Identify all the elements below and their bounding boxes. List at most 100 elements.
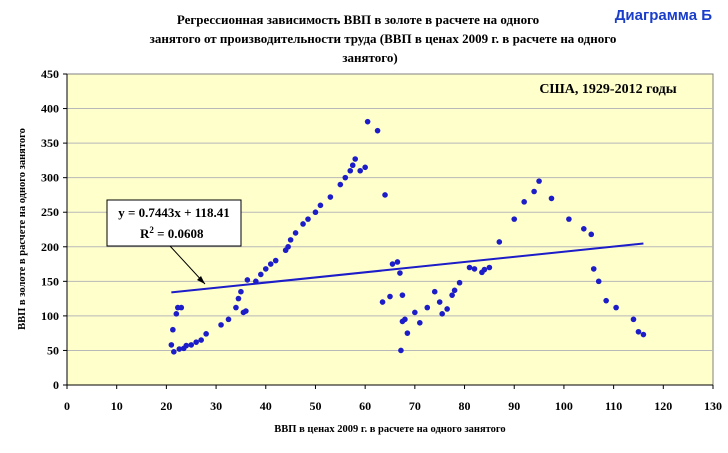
data-point bbox=[342, 174, 349, 181]
data-point bbox=[300, 221, 306, 227]
data-point bbox=[170, 326, 176, 333]
data-point bbox=[364, 118, 371, 125]
data-point bbox=[444, 306, 450, 312]
data-point bbox=[352, 156, 359, 162]
equation-pointer bbox=[169, 245, 206, 285]
data-point bbox=[548, 195, 555, 202]
data-point bbox=[397, 270, 403, 276]
x-tick-label: 70 bbox=[409, 399, 421, 413]
data-point bbox=[590, 266, 597, 272]
data-point bbox=[449, 292, 455, 298]
data-point bbox=[536, 178, 542, 184]
data-point bbox=[203, 331, 209, 337]
data-point bbox=[581, 226, 587, 232]
data-point bbox=[178, 304, 185, 311]
y-tick-label: 50 bbox=[47, 343, 59, 357]
x-tick-label: 0 bbox=[64, 399, 70, 413]
data-point bbox=[225, 316, 232, 323]
data-point bbox=[389, 261, 396, 267]
trend-line bbox=[171, 242, 644, 294]
y-tick-labels: 0 50 100 150 200 250 300 350 400 450 bbox=[41, 67, 59, 392]
y-tick-label: 150 bbox=[41, 274, 59, 288]
data-point bbox=[436, 299, 443, 305]
data-point bbox=[287, 237, 294, 243]
data-point bbox=[399, 292, 406, 298]
x-tick-label: 10 bbox=[111, 399, 123, 413]
data-point bbox=[198, 337, 204, 343]
data-point bbox=[238, 288, 244, 295]
data-point bbox=[439, 311, 445, 317]
data-point bbox=[183, 342, 190, 349]
data-point bbox=[603, 297, 609, 304]
data-point bbox=[258, 271, 264, 278]
data-point bbox=[588, 231, 595, 238]
data-point bbox=[292, 230, 299, 236]
data-point bbox=[595, 278, 602, 285]
y-tick-label: 300 bbox=[41, 171, 59, 185]
data-point bbox=[471, 266, 478, 272]
data-point bbox=[481, 266, 488, 273]
y-tick-label: 250 bbox=[41, 205, 59, 219]
y-tick-label: 450 bbox=[41, 67, 59, 81]
x-tick-label: 80 bbox=[459, 399, 471, 413]
data-point bbox=[173, 311, 180, 317]
data-point bbox=[357, 167, 363, 174]
data-point bbox=[235, 295, 242, 302]
chart-title-line-1: Регрессионная зависимость ВВП в золоте в… bbox=[177, 12, 539, 27]
data-point bbox=[218, 322, 224, 328]
data-point bbox=[398, 347, 404, 354]
chart-title-line-2: занятого от производительности труда (ВВ… bbox=[150, 31, 617, 46]
x-tick-label: 110 bbox=[605, 399, 622, 413]
x-tick-label: 130 bbox=[704, 399, 722, 413]
data-point bbox=[486, 264, 493, 271]
data-point bbox=[312, 209, 319, 216]
data-point bbox=[317, 202, 324, 209]
regression-equation: y = 0.7443x + 118.41 bbox=[118, 205, 230, 220]
data-point bbox=[305, 216, 311, 222]
data-point bbox=[349, 162, 356, 169]
data-point bbox=[496, 239, 503, 245]
data-point bbox=[347, 167, 354, 174]
data-points bbox=[168, 118, 647, 355]
data-point bbox=[374, 127, 381, 134]
data-point bbox=[362, 164, 368, 171]
data-point bbox=[327, 194, 334, 200]
data-point bbox=[193, 339, 199, 345]
y-axis-label: ВВП в золоте в расчете на одного занятог… bbox=[17, 128, 28, 330]
data-point bbox=[404, 330, 411, 336]
x-tick-label: 40 bbox=[260, 399, 272, 413]
data-point bbox=[613, 304, 619, 311]
data-point bbox=[379, 299, 386, 305]
data-point bbox=[424, 304, 431, 311]
data-point bbox=[337, 181, 344, 188]
data-point bbox=[635, 328, 642, 335]
diagram-badge: Диаграмма Б bbox=[615, 7, 713, 24]
y-tick-label: 350 bbox=[41, 136, 59, 150]
data-point bbox=[521, 199, 527, 205]
data-point bbox=[168, 342, 175, 348]
data-point bbox=[262, 266, 269, 272]
data-point bbox=[267, 261, 274, 267]
y-tick-label: 400 bbox=[41, 102, 59, 116]
data-point bbox=[566, 216, 572, 222]
data-point bbox=[456, 279, 463, 286]
data-point bbox=[244, 277, 251, 283]
y-tick-label: 100 bbox=[41, 309, 59, 323]
equation-pointer-head bbox=[197, 276, 205, 284]
data-point bbox=[412, 309, 418, 316]
data-point bbox=[387, 293, 393, 300]
x-tick-label: 100 bbox=[555, 399, 573, 413]
data-point bbox=[466, 264, 473, 271]
x-tick-labels: 0 10 20 30 40 50 60 70 80 90 100 110 120 130 bbox=[64, 399, 722, 413]
annotation-usa-years: США, 1929-2012 годы bbox=[539, 82, 676, 97]
data-point bbox=[640, 331, 647, 338]
data-point bbox=[511, 216, 518, 222]
data-point bbox=[417, 320, 423, 326]
data-point bbox=[431, 288, 438, 295]
x-tick-label: 50 bbox=[309, 399, 321, 413]
data-point bbox=[253, 278, 259, 285]
x-tick-label: 30 bbox=[210, 399, 222, 413]
chart-title-line-3: занятого) bbox=[342, 50, 397, 65]
data-point bbox=[171, 349, 177, 355]
